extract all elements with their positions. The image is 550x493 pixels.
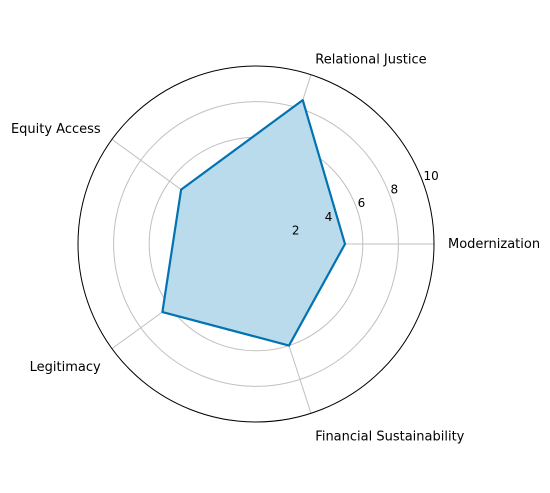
radial-tick-label: 6 [358, 196, 366, 210]
data-layer [161, 99, 347, 347]
radial-tick-label: 8 [391, 183, 399, 197]
axis-label: Financial Sustainability [315, 430, 464, 445]
axis-label: Relational Justice [315, 52, 426, 67]
axis-labels: Modernization Relational Justice Equity Ac… [11, 52, 540, 444]
series-line [161, 99, 347, 347]
radial-tick-label: 2 [292, 223, 300, 237]
axis-label: Legitimacy [30, 360, 101, 375]
radial-ticks: 2 4 6 8 10 [292, 169, 439, 237]
outer-circle [77, 65, 435, 423]
radial-tick-label: 10 [423, 169, 438, 183]
radial-tick-label: 4 [325, 210, 333, 224]
series-area [162, 100, 345, 346]
axis-label: Modernization [448, 237, 540, 252]
axis-label: Equity Access [11, 122, 101, 137]
